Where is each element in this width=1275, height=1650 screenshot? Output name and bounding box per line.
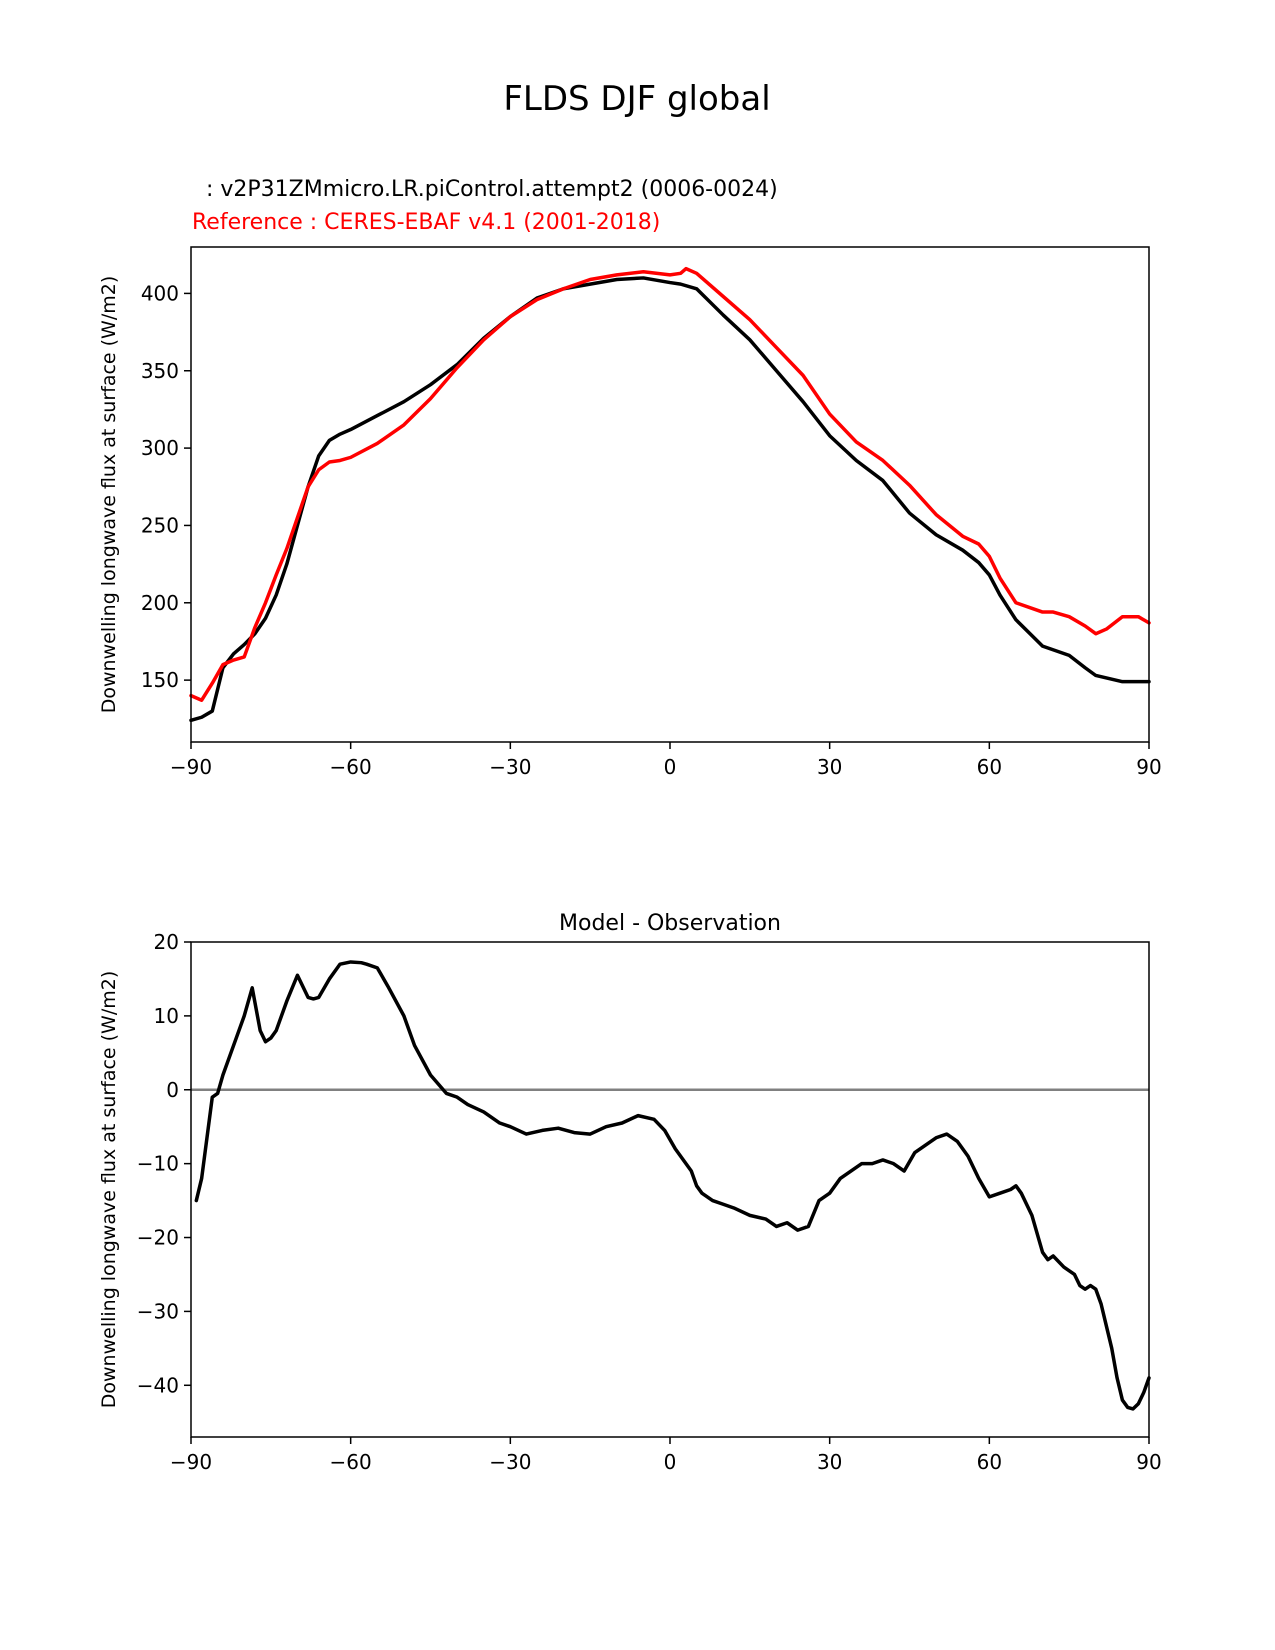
climatology-panel: −90 −60 −30 0 30 60 90 150 200 250 300 350 400 Downwe… bbox=[98, 246, 1162, 779]
y-tick-label: 0 bbox=[166, 1078, 179, 1102]
x-tick-label: 90 bbox=[1136, 755, 1161, 779]
panel-title: Model - Observation bbox=[559, 911, 781, 936]
series-line-difference bbox=[194, 960, 1151, 1411]
y-tick-label: 300 bbox=[141, 436, 179, 460]
x-tick-label: 60 bbox=[977, 755, 1002, 779]
y-tick-label: 350 bbox=[141, 359, 179, 383]
x-tick-label: 90 bbox=[1136, 1450, 1161, 1474]
series-line-test bbox=[189, 276, 1151, 723]
figure-title: FLDS DJF global bbox=[503, 79, 770, 119]
y-tick-label: −30 bbox=[137, 1299, 179, 1323]
x-tick-label: 0 bbox=[664, 1450, 677, 1474]
y-tick-label: 200 bbox=[141, 591, 179, 615]
x-tick-label: −90 bbox=[170, 1450, 212, 1474]
y-axis-label: Downwelling longwave flux at surface (W/… bbox=[98, 276, 120, 714]
x-tick-label: 60 bbox=[977, 1450, 1002, 1474]
x-tick-label: −90 bbox=[170, 755, 212, 779]
test-case-label: : v2P31ZMmicro.LR.piControl.attempt2 (00… bbox=[192, 177, 778, 202]
y-tick-label: 10 bbox=[154, 1004, 179, 1028]
y-tick-label: 150 bbox=[141, 668, 179, 692]
y-tick-label: 250 bbox=[141, 513, 179, 537]
series-line-ref bbox=[189, 266, 1151, 702]
x-tick-label: 30 bbox=[817, 1450, 842, 1474]
y-tick-label: −20 bbox=[137, 1226, 179, 1250]
y-tick-label: 20 bbox=[154, 930, 179, 954]
y-axis-label: Downwelling longwave flux at surface (W/… bbox=[98, 971, 120, 1409]
axes-frame bbox=[190, 246, 1150, 743]
x-tick-label: −60 bbox=[330, 1450, 372, 1474]
x-tick-label: 30 bbox=[817, 755, 842, 779]
x-tick-label: −60 bbox=[330, 755, 372, 779]
x-tick-label: −30 bbox=[489, 1450, 531, 1474]
x-tick-label: −30 bbox=[489, 755, 531, 779]
difference-panel: Model - Observation −90 −60 −30 0 30 60 90 −40 −3… bbox=[98, 911, 1162, 1474]
x-tick-label: 0 bbox=[664, 755, 677, 779]
reference-label: Reference : CERES-EBAF v4.1 (2001-2018) bbox=[192, 210, 660, 235]
y-tick-label: 400 bbox=[141, 281, 179, 305]
y-tick-label: −10 bbox=[137, 1152, 179, 1176]
y-tick-label: −40 bbox=[137, 1373, 179, 1397]
